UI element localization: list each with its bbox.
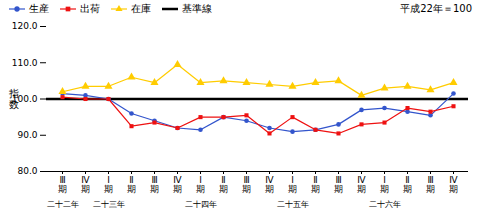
html-text:在庫: 在庫 <box>131 3 151 14</box>
svg-text:Ⅰ期: Ⅰ期 <box>196 175 205 194</box>
html-text:基準線: 基準線 <box>182 3 212 14</box>
html-text:出荷: 出荷 <box>80 3 100 14</box>
svg-text:Ⅳ期: Ⅳ期 <box>449 175 458 194</box>
svg-text:Ⅱ期: Ⅱ期 <box>311 175 320 194</box>
html-text:生産: 生産 <box>29 3 49 14</box>
svg-text:Ⅲ期: Ⅲ期 <box>242 175 251 194</box>
svg-text:二十二年: 二十二年 <box>47 200 79 209</box>
svg-text:120.0: 120.0 <box>12 21 38 31</box>
svg-text:指数: 指数 <box>8 88 19 110</box>
svg-text:Ⅱ期: Ⅱ期 <box>219 175 228 194</box>
svg-text:Ⅲ期: Ⅲ期 <box>334 175 343 194</box>
svg-text:二十四年: 二十四年 <box>185 200 217 209</box>
svg-text:Ⅲ期: Ⅲ期 <box>426 175 435 194</box>
html-text:平成22年＝100: 平成22年＝100 <box>400 3 472 14</box>
svg-text:80.0: 80.0 <box>17 166 37 176</box>
svg-text:110.0: 110.0 <box>12 58 38 68</box>
svg-text:Ⅱ期: Ⅱ期 <box>403 175 412 194</box>
svg-text:Ⅲ期: Ⅲ期 <box>150 175 159 194</box>
svg-text:二十三年: 二十三年 <box>93 200 125 209</box>
svg-text:二十六年: 二十六年 <box>369 200 401 209</box>
svg-text:Ⅰ期: Ⅰ期 <box>288 175 297 194</box>
svg-text:90.0: 90.0 <box>17 130 37 140</box>
svg-text:Ⅱ期: Ⅱ期 <box>127 175 136 194</box>
svg-text:Ⅰ期: Ⅰ期 <box>380 175 389 194</box>
svg-text:Ⅰ期: Ⅰ期 <box>104 175 113 194</box>
svg-text:100.0: 100.0 <box>11 93 38 104</box>
svg-text:Ⅳ期: Ⅳ期 <box>357 175 366 194</box>
svg-text:二十五年: 二十五年 <box>277 200 309 209</box>
svg-text:Ⅳ期: Ⅳ期 <box>265 175 274 194</box>
svg-text:Ⅳ期: Ⅳ期 <box>173 175 182 194</box>
svg-text:Ⅲ期: Ⅲ期 <box>58 175 67 194</box>
svg-text:Ⅳ期: Ⅳ期 <box>81 175 90 194</box>
